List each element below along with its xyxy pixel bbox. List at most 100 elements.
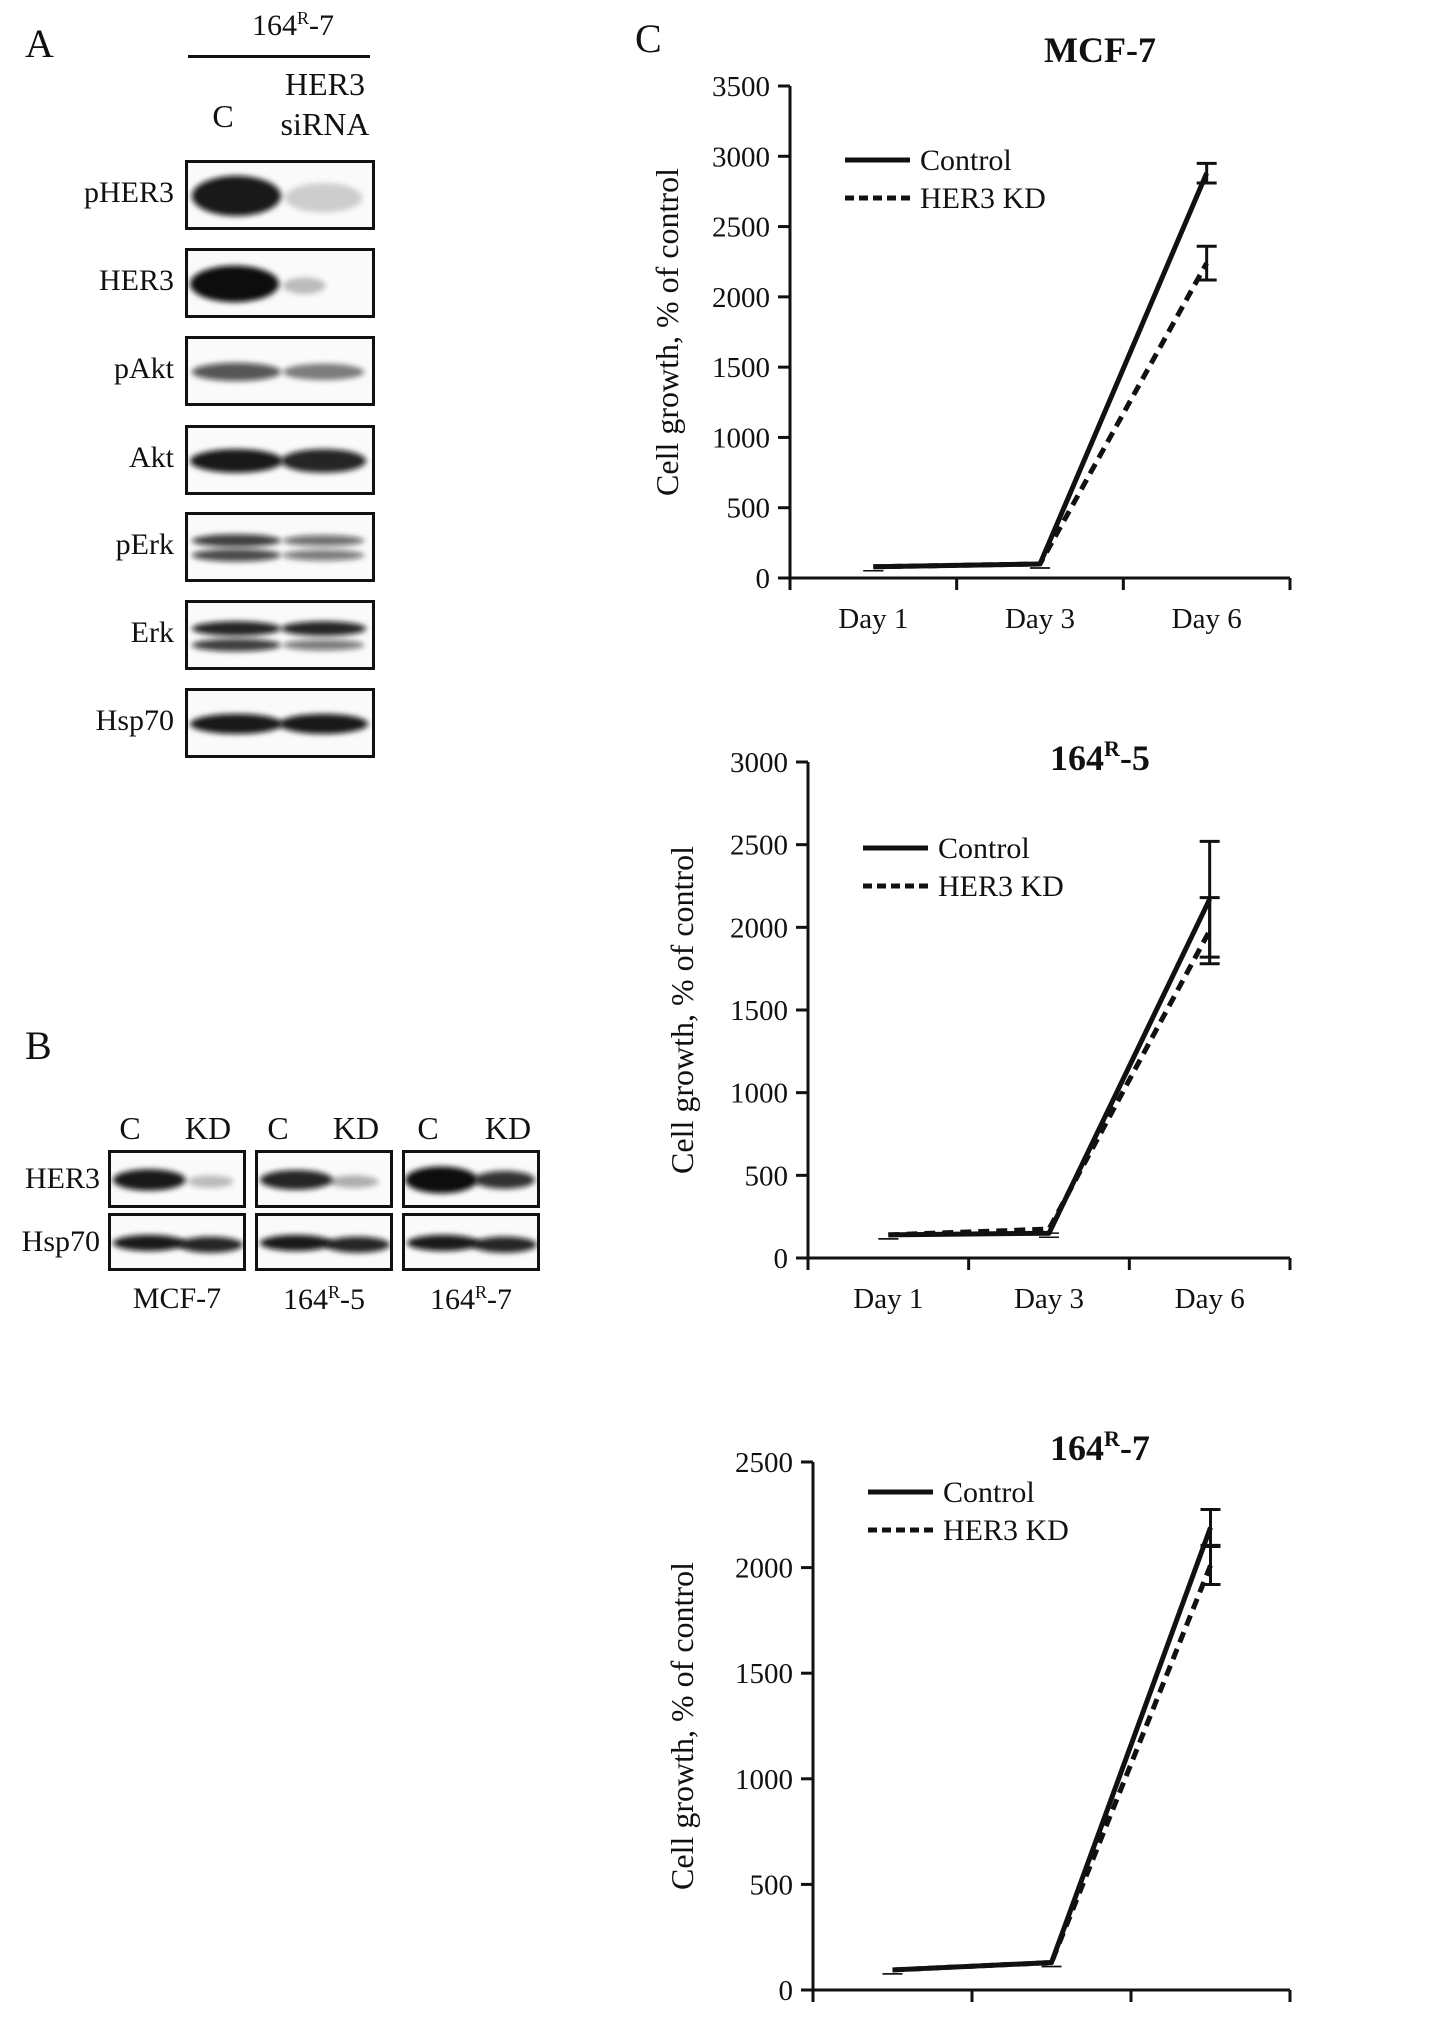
panel-a-header-base: 164 (251, 9, 297, 42)
blot-bands (191, 621, 367, 652)
panel-a-col-sirna-line1: HER3 (285, 66, 365, 102)
blot-bands (191, 534, 365, 562)
blot-bands (259, 1234, 390, 1253)
x-tick-label: Day 6 (1175, 1283, 1245, 1315)
western-blot-band-row (255, 1150, 393, 1208)
blot-bands (189, 449, 367, 473)
y-tick-label: 2500 (712, 212, 770, 244)
western-blot-band-row (185, 512, 375, 582)
chart-title-tail: -7 (1120, 1428, 1150, 1468)
panel-a-row-label: Erk (130, 616, 174, 649)
y-tick-label: 1500 (712, 352, 770, 384)
panel-a-row-label: Hsp70 (95, 704, 174, 737)
x-tick-label: Day 1 (857, 2015, 927, 2019)
chart-title-tail: -5 (1120, 738, 1150, 778)
group-label-sup: R (474, 1282, 487, 1302)
chart-title: 164R-7 (1050, 1426, 1150, 1468)
legend-label: HER3 KD (920, 182, 1046, 215)
series-line (873, 172, 1209, 570)
panel-b-row-label: Hsp70 (21, 1225, 100, 1258)
y-axis-label: Cell growth, % of control (649, 168, 685, 496)
panel-a-col-c: C (212, 98, 234, 134)
chart-mcf7: 0 500 1000 1500 2000 2500 3000 3500 Day 1 Day 3 Da… (649, 30, 1292, 635)
y-tick-label: 0 (779, 1975, 794, 2007)
blot-bands (191, 362, 365, 382)
panel-b-col-label: KD (484, 1110, 532, 1146)
y-tick-label: 2000 (730, 912, 788, 944)
blot-bands (191, 175, 363, 217)
chart-title: 164R-5 (1050, 736, 1150, 778)
panel-b-row-label: HER3 (25, 1162, 100, 1195)
x-tick-label: Day 3 (1005, 603, 1075, 635)
blot-bands (189, 713, 369, 734)
panel-b-col-label: C (267, 1110, 289, 1146)
x-tick-label: Day 1 (838, 603, 908, 635)
western-blot-band-row (185, 248, 375, 318)
group-label-sup: R (327, 1282, 340, 1302)
panel-a-row-label: pHER3 (84, 176, 174, 209)
y-tick-label: 500 (727, 493, 771, 525)
y-axis-label: Cell growth, % of control (664, 846, 700, 1174)
y-tick-label: 1000 (730, 1078, 788, 1110)
y-axis-label: Cell growth, % of control (664, 1562, 700, 1890)
y-tick-label: 500 (745, 1160, 789, 1192)
series-line (873, 261, 1209, 570)
panel-b-group-label: MCF-7 (98, 1282, 256, 1316)
series-line (888, 929, 1212, 1238)
x-tick-label: Day 3 (1014, 1283, 1084, 1315)
chart-164r-5: 0 500 1000 1500 2000 2500 3000 Day 1 Day 3 Day 6 C… (664, 736, 1292, 1315)
panel-c-letter: C (635, 16, 662, 61)
y-tick-label: 3000 (730, 747, 788, 779)
panel-a-letter: A (25, 21, 54, 66)
western-blot-band-row (255, 1213, 393, 1271)
chart-title: MCF-7 (1044, 30, 1156, 70)
panel-a-header-tail: -7 (309, 9, 334, 42)
panel-b-col-label: KD (332, 1110, 380, 1146)
panel-a-header-rule (188, 55, 370, 58)
panel-a-row-label: Akt (129, 441, 174, 474)
x-tick-label: Day 3 (1016, 2015, 1086, 2019)
panel-a-row-label: pErk (115, 528, 174, 561)
legend-label: Control (938, 832, 1030, 865)
legend-label: HER3 KD (943, 1514, 1069, 1547)
series-line (888, 898, 1212, 1238)
blot-bands (112, 1169, 234, 1191)
chart-title-base: 164 (1050, 1428, 1104, 1468)
y-tick-label: 0 (774, 1243, 789, 1275)
y-tick-label: 1000 (712, 422, 770, 454)
x-tick-label: Day 6 (1175, 2015, 1245, 2019)
y-tick-label: 3500 (712, 71, 770, 103)
chart-title-base: MCF-7 (1044, 30, 1156, 70)
western-blot-band-row (402, 1213, 540, 1271)
western-blot-band-row (185, 688, 375, 758)
panel-b-group-label: 164R-5 (245, 1282, 403, 1317)
x-tick-label: Day 1 (853, 1283, 923, 1315)
western-blot-band-row (402, 1150, 540, 1208)
blot-bands (259, 1170, 379, 1190)
blot-bands (405, 1166, 536, 1194)
y-tick-label: 3000 (712, 141, 770, 173)
y-tick-label: 2500 (730, 830, 788, 862)
panel-b-col-label: KD (184, 1110, 232, 1146)
group-label-base: MCF-7 (132, 1282, 222, 1315)
y-tick-label: 1500 (735, 1658, 793, 1690)
group-label-tail: -5 (340, 1283, 365, 1316)
panel-b-col-label: C (417, 1110, 439, 1146)
panel-b-letter: B (25, 1023, 52, 1068)
panel-b-col-label: C (119, 1110, 141, 1146)
legend-label: HER3 KD (938, 870, 1064, 903)
chart-title-sup: R (1104, 1426, 1121, 1451)
western-blot-band-row (185, 600, 375, 670)
panel-a-header: 164R-7 (238, 8, 348, 43)
western-blot-band-row (185, 425, 375, 495)
blot-bands (189, 265, 326, 303)
y-tick-label: 0 (756, 563, 771, 595)
y-tick-label: 2000 (735, 1553, 793, 1585)
panel-a-row-label: HER3 (99, 264, 174, 297)
y-tick-label: 2000 (712, 282, 770, 314)
group-label-base: 164 (429, 1283, 475, 1316)
legend-label: Control (920, 144, 1012, 177)
group-label-base: 164 (282, 1283, 328, 1316)
series-line (892, 1564, 1213, 1973)
